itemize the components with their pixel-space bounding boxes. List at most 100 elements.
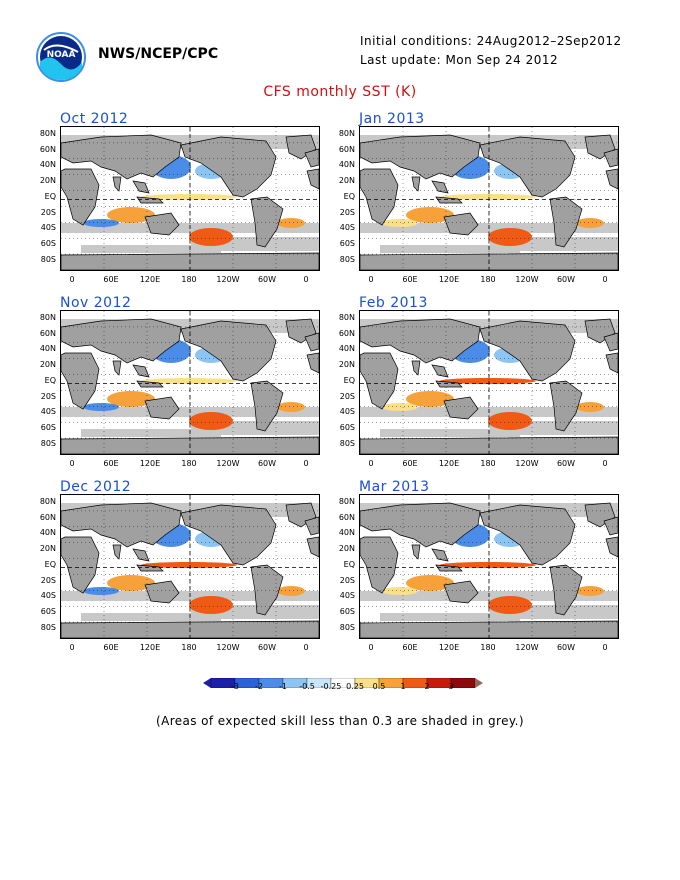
- lon-label: 0: [69, 275, 75, 284]
- lon-label: 0: [602, 643, 608, 652]
- lon-label: 0: [602, 275, 608, 284]
- initial-conditions: Initial conditions: 24Aug2012–2Sep2012: [360, 34, 622, 48]
- lat-label: 60S: [339, 422, 355, 432]
- lat-label: 20N: [39, 176, 56, 186]
- lat-label: 20S: [40, 575, 56, 585]
- lat-label: 80S: [339, 438, 355, 448]
- lat-label: 20N: [39, 544, 56, 554]
- colorbar-label: -3: [231, 682, 239, 691]
- lon-label: 0: [303, 643, 309, 652]
- panel-title: Feb 2013: [359, 295, 428, 311]
- lat-label: 40N: [39, 528, 56, 538]
- lon-label: 180: [181, 643, 197, 652]
- lon-label: 120W: [216, 459, 240, 468]
- lat-label: 60N: [39, 512, 56, 522]
- colorbar-arrow-high: [475, 678, 483, 688]
- svg-text:NOAA: NOAA: [47, 50, 76, 60]
- lon-label: 60E: [402, 275, 418, 284]
- lat-label: 40S: [339, 591, 355, 601]
- agency-name: NWS/NCEP/CPC: [98, 46, 219, 62]
- lat-label: 40N: [338, 344, 355, 354]
- lon-label: 0: [368, 275, 374, 284]
- lat-label: EQ: [44, 191, 56, 201]
- lat-label: 20S: [339, 207, 355, 217]
- colorbar-label: 1: [400, 682, 406, 691]
- lat-label: 60N: [338, 512, 355, 522]
- lat-label: 60N: [39, 144, 56, 154]
- lat-label: 80N: [338, 129, 355, 138]
- noaa-logo: NOAA: [36, 32, 86, 82]
- lon-label: 60W: [257, 643, 277, 652]
- lat-label: 80N: [39, 497, 56, 506]
- lon-label: 0: [303, 275, 309, 284]
- lat-label: 40N: [39, 160, 56, 170]
- panel-title: Mar 2013: [359, 479, 430, 495]
- lon-label: 120E: [139, 459, 161, 468]
- lat-label: 80S: [339, 622, 355, 632]
- lat-label: 20S: [339, 575, 355, 585]
- lat-label: EQ: [343, 191, 355, 201]
- colorbar-label: -2: [255, 682, 263, 691]
- lon-label: 120W: [515, 459, 539, 468]
- lon-label: 0: [602, 459, 608, 468]
- lon-label: 180: [480, 459, 496, 468]
- lat-label: 60S: [40, 606, 56, 616]
- lat-label: 40N: [338, 528, 355, 538]
- lon-label: 180: [480, 275, 496, 284]
- colorbar-label: 3: [448, 682, 454, 691]
- lon-label: 120W: [216, 275, 240, 284]
- lat-label: 60N: [39, 328, 56, 338]
- sst-anomaly-map: [60, 310, 320, 455]
- colorbar-arrow-low: [203, 678, 211, 688]
- lon-label: 120E: [438, 275, 460, 284]
- sst-anomaly-map: [359, 126, 619, 271]
- lat-label: EQ: [44, 375, 56, 385]
- lat-label: 60N: [338, 328, 355, 338]
- sst-anomaly-map: [359, 494, 619, 639]
- panel-title: Dec 2012: [60, 479, 132, 495]
- lat-label: 40S: [339, 223, 355, 233]
- colorbar-label: 0.25: [346, 682, 364, 691]
- lat-label: 60S: [339, 606, 355, 616]
- lat-label: 40S: [40, 223, 56, 233]
- lat-label: 20N: [39, 360, 56, 370]
- lon-label: 60E: [402, 643, 418, 652]
- lat-label: 40S: [339, 407, 355, 417]
- lon-label: 120W: [515, 275, 539, 284]
- lon-label: 0: [368, 643, 374, 652]
- lon-label: 60E: [103, 643, 119, 652]
- lon-label: 180: [480, 643, 496, 652]
- lat-label: 80N: [39, 313, 56, 322]
- lat-label: 40S: [40, 591, 56, 601]
- lat-label: 80S: [40, 622, 56, 632]
- sst-anomaly-map: [60, 126, 320, 271]
- lat-label: 60N: [338, 144, 355, 154]
- lon-label: 120W: [515, 643, 539, 652]
- lat-label: EQ: [44, 559, 56, 569]
- lat-label: 60S: [339, 238, 355, 248]
- colorbar-label: -0.25: [320, 682, 342, 691]
- panel-title: Oct 2012: [60, 111, 129, 127]
- lat-label: 20N: [338, 544, 355, 554]
- colorbar-label: 2: [424, 682, 430, 691]
- lat-label: 40S: [40, 407, 56, 417]
- colorbar-label: -1: [279, 682, 287, 691]
- lon-label: 60W: [556, 643, 576, 652]
- lon-label: 120E: [139, 643, 161, 652]
- lat-label: EQ: [343, 559, 355, 569]
- sst-anomaly-map: [60, 494, 320, 639]
- colorbar-label: -0.5: [299, 682, 315, 691]
- lon-label: 0: [368, 459, 374, 468]
- lon-label: 60W: [556, 275, 576, 284]
- colorbar: [203, 673, 485, 692]
- lon-label: 60E: [402, 459, 418, 468]
- lat-label: 80N: [338, 497, 355, 506]
- lat-label: 80S: [40, 438, 56, 448]
- lon-label: 60E: [103, 275, 119, 284]
- lat-label: 20S: [40, 391, 56, 401]
- panel-title: Jan 2013: [359, 111, 425, 127]
- figure-title: CFS monthly SST (K): [263, 84, 417, 100]
- colorbar-label: 0.5: [372, 682, 386, 691]
- lon-label: 0: [303, 459, 309, 468]
- lat-label: 20N: [338, 176, 355, 186]
